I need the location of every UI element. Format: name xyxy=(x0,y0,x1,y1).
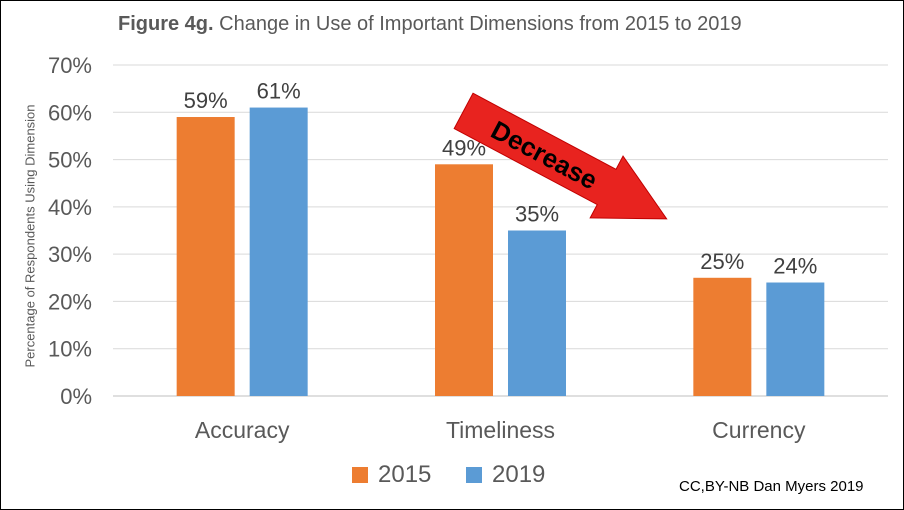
legend-item-2019: 2019 xyxy=(466,461,545,489)
y-tick-label: 60% xyxy=(48,100,92,125)
legend-label-2019: 2019 xyxy=(492,461,546,488)
data-label: 24% xyxy=(773,254,817,279)
y-tick-label: 10% xyxy=(48,337,92,362)
credit-text: CC,BY-NB Dan Myers 2019 xyxy=(679,478,864,495)
data-label: 25% xyxy=(700,249,744,274)
data-label: 59% xyxy=(184,88,228,113)
y-tick-label: 0% xyxy=(60,384,92,409)
x-tick-label: Timeliness xyxy=(446,417,555,443)
legend-swatch-2015 xyxy=(352,467,368,483)
x-tick-label: Accuracy xyxy=(195,417,290,443)
legend-swatch-2019 xyxy=(466,467,482,483)
data-label: 61% xyxy=(257,79,301,104)
y-tick-label: 50% xyxy=(48,148,92,173)
bar-2015-timeliness xyxy=(435,164,493,396)
chart-title-bold: Figure 4g. xyxy=(118,13,214,35)
chart-title: Figure 4g. Change in Use of Important Di… xyxy=(118,13,742,36)
legend-label-2015: 2015 xyxy=(378,461,432,488)
y-tick-label: 30% xyxy=(48,242,92,267)
bar-2019-currency xyxy=(766,282,825,396)
legend-item-2015: 2015 xyxy=(352,461,431,489)
chart-title-text: Change in Use of Important Dimensions fr… xyxy=(219,13,742,35)
arrow-shape xyxy=(453,92,668,220)
y-tick-label: 40% xyxy=(48,195,92,220)
data-label: 35% xyxy=(515,202,559,227)
y-tick-label: 70% xyxy=(48,53,92,78)
bar-2015-accuracy xyxy=(176,117,235,396)
bar-2019-accuracy xyxy=(249,107,308,397)
x-tick-label: Currency xyxy=(712,417,806,443)
bar-2015-currency xyxy=(693,277,752,396)
y-tick-label: 20% xyxy=(48,289,92,314)
bar-2019-timeliness xyxy=(508,230,566,396)
